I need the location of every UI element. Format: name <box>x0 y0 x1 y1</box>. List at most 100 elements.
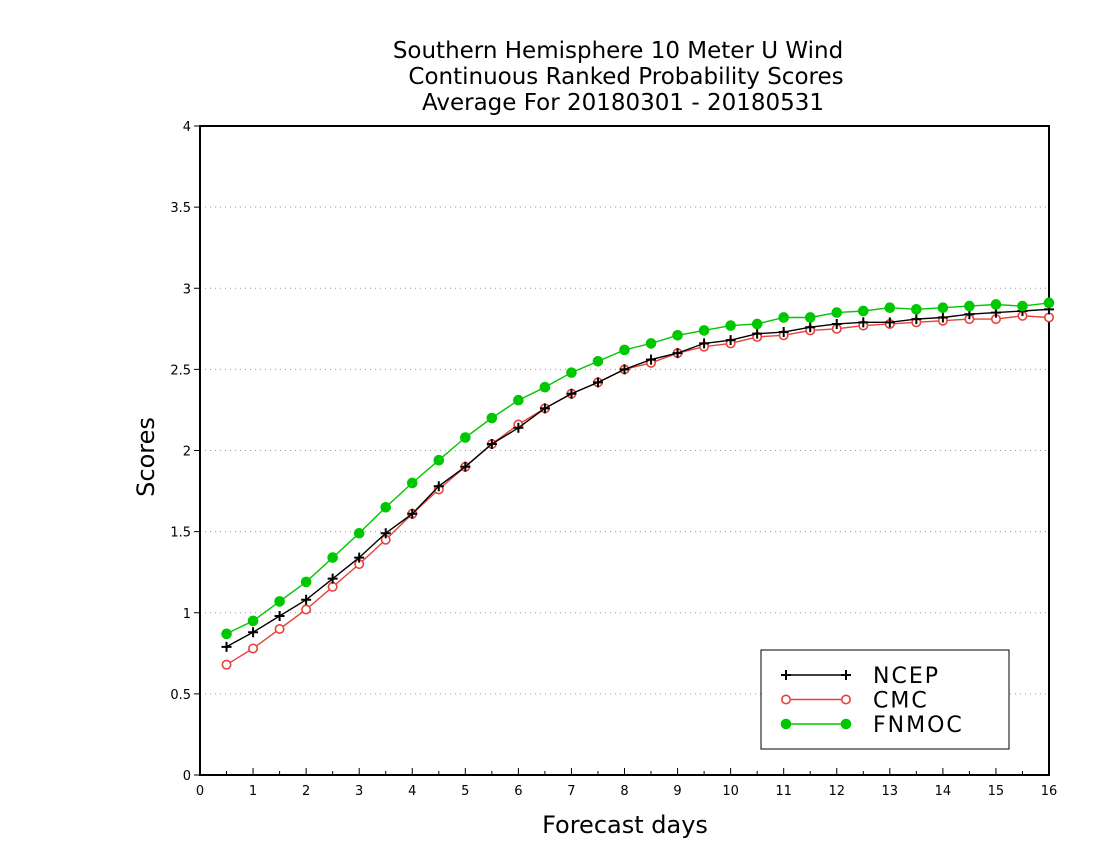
x-tick-label: 13 <box>882 784 899 799</box>
data-point-ncep <box>433 481 444 492</box>
data-point-ncep <box>672 348 683 359</box>
y-tick-label: 3 <box>183 282 191 297</box>
legend-marker-ncep <box>781 670 791 680</box>
series-line-fnmoc <box>226 302 1050 635</box>
data-point-ncep <box>221 641 232 652</box>
title-line-2: Continuous Ranked Probability Scores <box>408 64 843 90</box>
data-point-fnmoc <box>937 302 949 314</box>
data-point-fnmoc <box>751 318 763 330</box>
data-point-ncep <box>805 322 816 333</box>
data-point-fnmoc <box>884 302 896 314</box>
data-point-fnmoc <box>406 477 418 489</box>
data-point-fnmoc <box>539 381 551 393</box>
data-point-ncep <box>646 354 657 365</box>
y-tick-label: 1 <box>183 607 191 622</box>
data-point-ncep <box>619 364 630 375</box>
data-point-fnmoc <box>274 596 285 607</box>
data-point-ncep <box>778 327 789 338</box>
data-point-fnmoc <box>566 367 577 378</box>
y-tick-label: 1.5 <box>170 526 191 541</box>
legend-marker-fnmoc <box>780 718 792 730</box>
data-point-ncep <box>460 461 471 472</box>
x-tick-label: 3 <box>355 784 363 799</box>
data-point-ncep <box>831 318 842 329</box>
data-point-fnmoc <box>300 576 312 588</box>
data-point-fnmoc <box>831 307 843 318</box>
chart-title: Southern Hemisphere 10 Meter U Wind Cont… <box>393 38 844 116</box>
data-point-cmc <box>221 659 232 670</box>
data-point-cmc <box>248 643 259 654</box>
data-point-ncep <box>566 388 577 399</box>
data-point-ncep <box>911 314 922 325</box>
data-point-ncep <box>592 377 603 388</box>
legend-label-cmc: CMC <box>873 689 929 714</box>
series-layer <box>221 297 1055 670</box>
data-point-ncep <box>380 528 391 539</box>
data-point-fnmoc <box>804 312 816 323</box>
data-point-fnmoc <box>725 320 736 331</box>
x-tick-label: 0 <box>196 784 204 799</box>
legend-label-fnmoc: FNMOC <box>873 713 964 738</box>
legend-marker-ncep <box>841 670 851 680</box>
data-point-fnmoc <box>1017 300 1028 312</box>
title-line-3: Average For 20180301 - 20180531 <box>422 90 824 116</box>
x-axis: 0 1 2 3 4 5 6 7 8 9 10 11 12 13 14 15 16 <box>196 768 1057 799</box>
data-point-cmc <box>301 604 312 615</box>
x-tick-label: 1 <box>249 784 257 799</box>
series-fnmoc <box>221 297 1055 640</box>
legend-item-cmc: CMC <box>780 689 929 714</box>
series-line-ncep <box>226 308 1050 648</box>
legend-item-ncep: NCEP <box>781 664 940 689</box>
data-point-ncep <box>513 422 524 433</box>
y-tick-label: 2 <box>183 445 191 460</box>
legend-marker-fnmoc <box>840 718 852 730</box>
x-tick-label: 8 <box>620 784 628 799</box>
data-point-fnmoc <box>911 304 922 315</box>
data-point-ncep <box>539 403 550 414</box>
data-point-ncep <box>725 335 736 346</box>
x-tick-label: 4 <box>408 784 416 799</box>
legend-label-ncep: NCEP <box>873 664 940 689</box>
data-point-fnmoc <box>592 355 604 367</box>
grid-lines <box>200 206 1049 695</box>
data-point-ncep <box>858 317 869 328</box>
data-point-fnmoc <box>619 344 630 356</box>
data-point-ncep <box>407 508 418 519</box>
data-point-ncep <box>301 594 312 605</box>
y-tick-label: 4 <box>183 120 191 135</box>
data-point-fnmoc <box>460 432 471 443</box>
x-tick-label: 15 <box>988 784 1005 799</box>
data-point-fnmoc <box>698 325 710 336</box>
y-tick-label: 2.5 <box>170 363 191 378</box>
y-axis: 0 0.5 1 1.5 2 2.5 3 3.5 4 <box>170 120 200 784</box>
data-point-fnmoc <box>433 454 445 466</box>
data-point-fnmoc <box>778 312 789 323</box>
y-tick-label: 0 <box>183 769 191 784</box>
data-point-fnmoc <box>513 394 524 406</box>
x-tick-label: 16 <box>1041 784 1058 799</box>
data-point-fnmoc <box>1043 297 1055 309</box>
x-axis-title: Forecast days <box>542 811 708 839</box>
x-tick-label: 12 <box>828 784 845 799</box>
data-point-ncep <box>327 573 338 584</box>
data-point-fnmoc <box>247 615 259 627</box>
data-point-cmc <box>1044 312 1055 323</box>
x-tick-label: 7 <box>567 784 575 799</box>
data-point-cmc <box>327 581 338 592</box>
data-point-ncep <box>937 312 948 323</box>
data-point-fnmoc <box>964 300 975 312</box>
data-point-ncep <box>248 627 259 638</box>
data-point-ncep <box>884 317 895 328</box>
data-point-fnmoc <box>990 299 1002 310</box>
data-point-ncep <box>486 439 497 450</box>
data-point-ncep <box>274 610 285 621</box>
data-point-cmc <box>274 623 285 634</box>
data-point-ncep <box>752 328 763 339</box>
x-tick-label: 6 <box>514 784 522 799</box>
data-point-ncep <box>354 552 365 563</box>
y-tick-label: 0.5 <box>170 688 191 703</box>
legend-marker-cmc <box>840 694 851 705</box>
